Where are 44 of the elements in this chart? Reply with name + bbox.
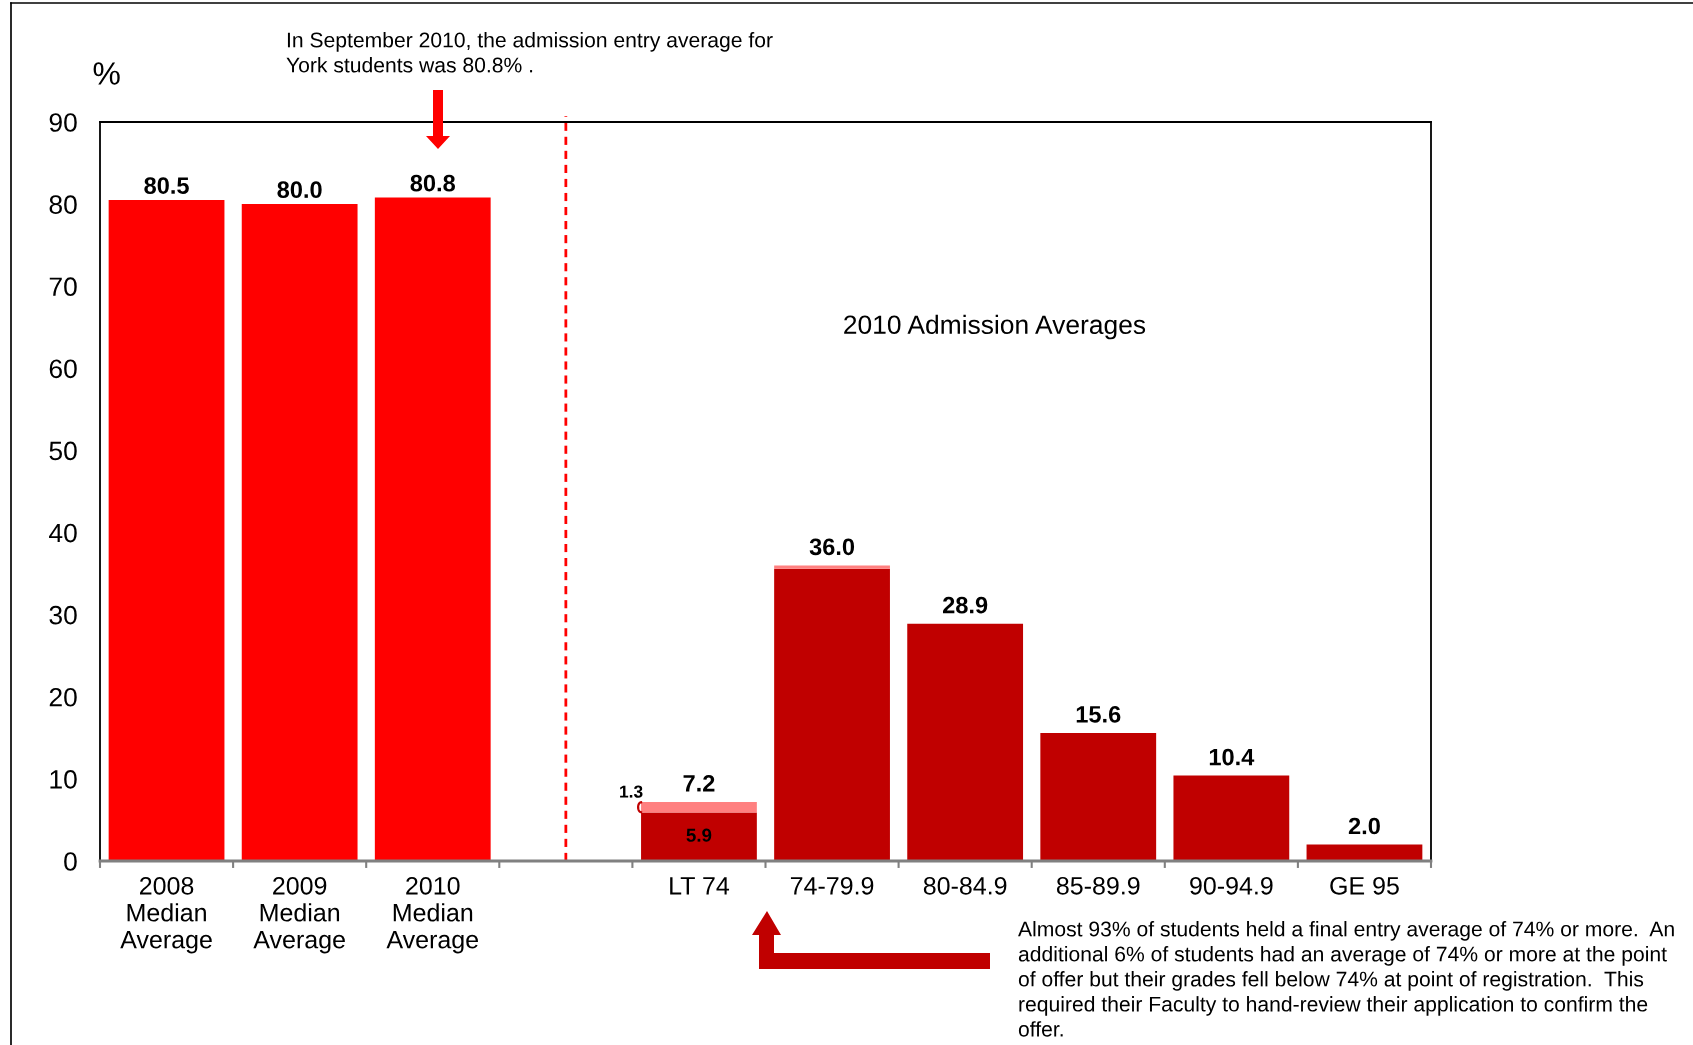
total-label: 2.0 (1348, 817, 1380, 835)
total-label: 7.2 (683, 774, 715, 792)
data-label: 80.0 (277, 181, 322, 199)
y-tick-label: 80 (49, 195, 77, 214)
y-tick-label: 50 (49, 441, 77, 461)
y-axis-title: % (93, 62, 120, 85)
bar (1173, 775, 1290, 861)
text: Almost 93% of students held a final entry average of 74% or more. An additional 6% of students had an average of 74% or more at the point of offer but their grades fell below 74% at point of registration. This required their Faculty to hand-review their application to confirm the offer. (1018, 921, 1674, 1037)
bar (774, 568, 890, 861)
data-label: 5.9 (686, 828, 712, 842)
y-tick-label: 20 (49, 687, 77, 707)
x-tick-label: 2008 Median Average (120, 876, 212, 954)
y-tick-label: 10 (50, 770, 77, 789)
x-tick-label: 74-79.9 (790, 876, 874, 895)
bar (1040, 732, 1157, 861)
x-tick-label: GE 95 (1330, 876, 1399, 895)
annotation: 2010 Admission Averages (844, 314, 1146, 340)
y-tick-label: 30 (49, 605, 77, 625)
data-label: 80.5 (144, 177, 189, 194)
bar (641, 801, 757, 813)
y-tick-label: 70 (49, 277, 77, 297)
x-tick-label: 85-89.9 (1056, 876, 1140, 895)
y-tick-label: 0 (64, 852, 77, 871)
total-label: 10.4 (1209, 748, 1255, 766)
bar (907, 623, 1024, 861)
total-label: 36.0 (809, 538, 855, 556)
data-label: 80.8 (410, 174, 455, 192)
text: In September 2010, the admission entry average for York students was 80.8% . (286, 32, 773, 73)
y-tick-label: 60 (49, 359, 77, 379)
data-label: 1.3 (620, 785, 643, 798)
bar (1306, 844, 1423, 861)
x-tick-label: 2010 Median Average (386, 876, 478, 954)
x-tick-label: 90-94.9 (1190, 876, 1273, 895)
y-tick-label: 40 (49, 523, 77, 543)
x-tick-label: 2009 Median Average (253, 876, 345, 954)
bar (241, 204, 358, 861)
x-tick-label: LT 74 (670, 877, 730, 895)
total-label: 15.6 (1076, 705, 1121, 723)
total-label: 28.9 (942, 596, 988, 614)
bar (108, 200, 225, 861)
bar (774, 565, 890, 569)
bar (374, 197, 491, 861)
x-tick-label: 80-84.9 (923, 876, 1007, 895)
y-tick-label: 90 (49, 113, 77, 132)
